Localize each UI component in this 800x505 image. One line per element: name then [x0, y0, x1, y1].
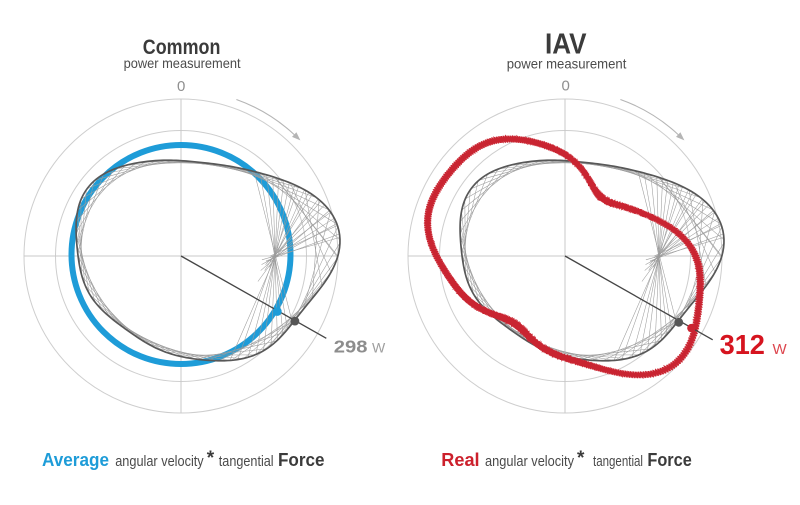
svg-text:0: 0	[562, 77, 570, 94]
svg-text:Real: Real	[441, 450, 479, 470]
svg-text:tangential: tangential	[219, 453, 274, 470]
svg-text:angular velocity: angular velocity	[485, 453, 574, 470]
svg-text:*: *	[207, 448, 215, 469]
svg-text:power measurement: power measurement	[507, 56, 627, 72]
svg-text:Force: Force	[647, 450, 691, 470]
svg-text:312: 312	[720, 329, 765, 360]
svg-text:angular velocity: angular velocity	[115, 453, 204, 470]
svg-text:0: 0	[177, 78, 185, 95]
svg-text:Average: Average	[42, 450, 109, 470]
svg-text:power measurement: power measurement	[124, 55, 241, 71]
svg-text:tangential: tangential	[593, 453, 643, 470]
svg-text:Force: Force	[278, 450, 325, 470]
svg-text:*: *	[577, 448, 585, 469]
svg-text:W: W	[372, 340, 386, 356]
svg-text:W: W	[773, 341, 788, 358]
svg-text:298: 298	[334, 337, 368, 357]
